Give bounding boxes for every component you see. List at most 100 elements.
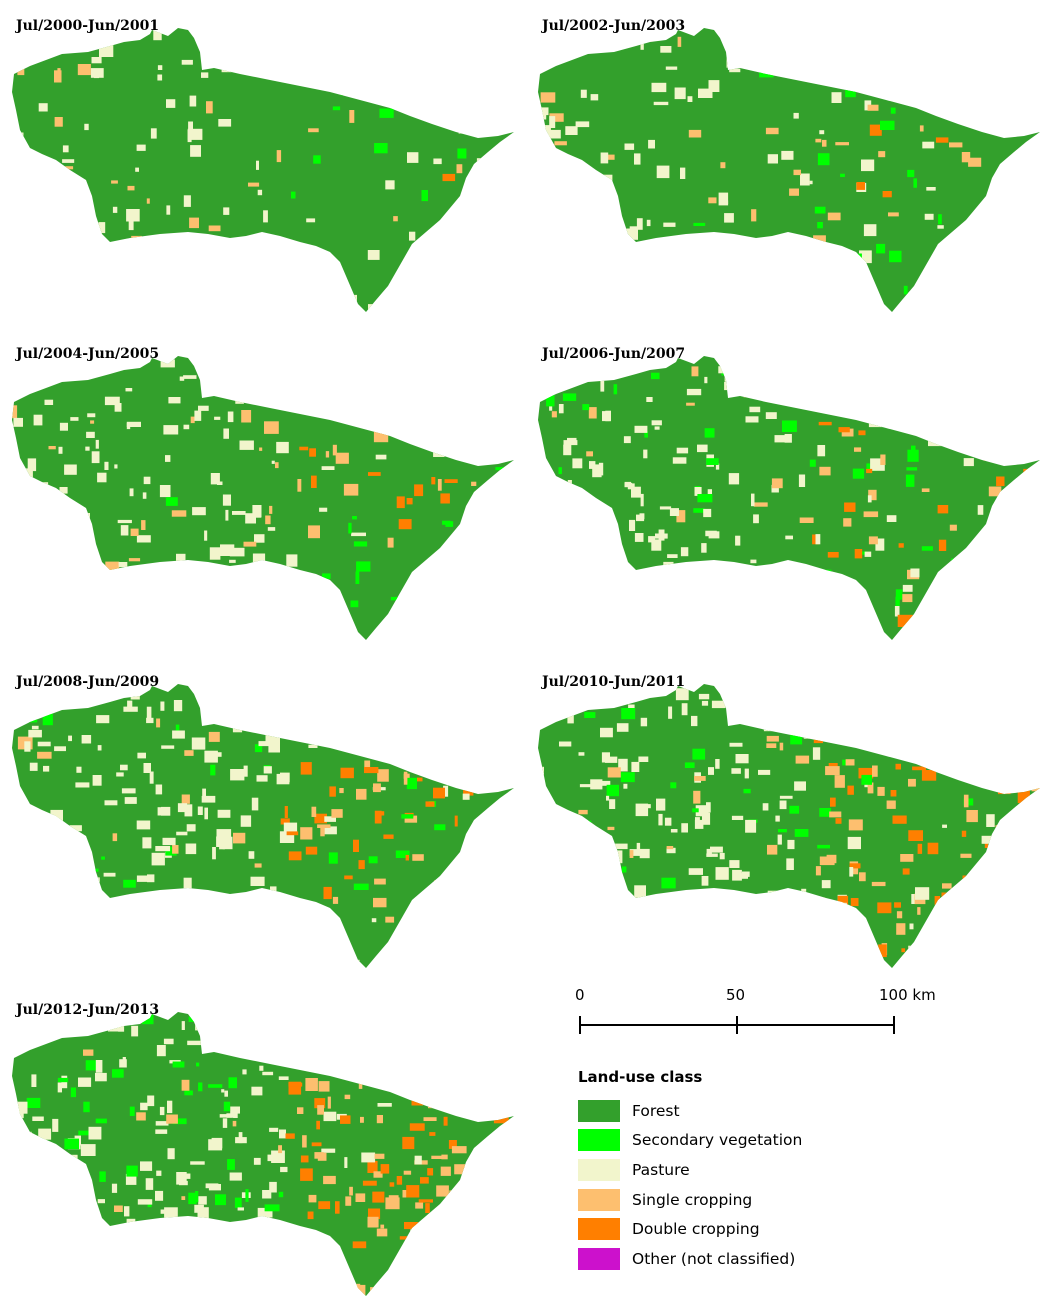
land-patch xyxy=(836,917,851,924)
land-patch xyxy=(88,634,96,639)
land-patch xyxy=(841,903,847,914)
land-patch xyxy=(640,849,650,858)
land-patch xyxy=(638,757,648,763)
land-patch xyxy=(30,763,38,771)
land-patch xyxy=(801,889,806,892)
land-patch xyxy=(204,255,209,266)
land-patch xyxy=(979,884,986,890)
land-patch xyxy=(906,475,915,487)
land-patch xyxy=(729,473,739,484)
land-patch xyxy=(838,896,849,908)
land-patch xyxy=(906,467,917,470)
land-patch xyxy=(407,945,419,951)
land-patch xyxy=(32,1238,46,1241)
land-patch xyxy=(794,113,799,119)
land-patch xyxy=(542,125,551,136)
land-patch xyxy=(810,460,816,467)
land-patch xyxy=(778,942,790,954)
land-patch xyxy=(966,810,978,822)
land-patch xyxy=(387,719,401,722)
land-patch xyxy=(908,779,916,787)
land-patch xyxy=(913,178,917,187)
land-patch xyxy=(775,816,779,822)
land-patch xyxy=(204,586,219,594)
land-patch xyxy=(39,103,48,111)
land-patch xyxy=(372,918,377,922)
land-patch xyxy=(90,420,94,423)
land-patch xyxy=(731,768,741,774)
land-patch xyxy=(163,425,178,434)
land-patch xyxy=(697,494,712,502)
land-patch xyxy=(861,775,872,785)
land-patch xyxy=(105,800,118,805)
land-patch xyxy=(706,802,711,812)
land-patch xyxy=(301,1156,309,1163)
land-patch xyxy=(746,416,759,422)
land-patch xyxy=(92,451,100,463)
land-patch xyxy=(509,530,513,534)
land-patch xyxy=(175,632,179,639)
land-patch xyxy=(1035,779,1046,792)
land-patch xyxy=(784,903,791,908)
land-patch xyxy=(958,558,969,567)
land-patch xyxy=(485,700,493,708)
land-patch xyxy=(959,943,967,946)
land-patch xyxy=(995,279,999,284)
land-patch xyxy=(129,558,140,561)
land-patch xyxy=(692,749,705,760)
land-patch xyxy=(903,585,913,592)
land-patch xyxy=(778,835,782,845)
land-patch xyxy=(635,426,648,433)
land-patch xyxy=(670,782,676,788)
land-patch xyxy=(77,533,89,541)
land-patch xyxy=(669,920,675,925)
land-patch xyxy=(62,159,74,163)
land-patch xyxy=(1010,123,1020,131)
land-patch xyxy=(21,570,34,578)
land-patch xyxy=(105,562,119,573)
land-patch xyxy=(501,1273,516,1279)
land-patch xyxy=(225,510,228,521)
land-patch xyxy=(828,213,841,221)
land-patch xyxy=(296,1235,301,1238)
land-patch xyxy=(204,751,218,763)
land-patch xyxy=(270,941,275,944)
land-patch xyxy=(851,898,859,906)
land-patch xyxy=(982,715,995,725)
land-patch xyxy=(388,416,403,426)
land-patch xyxy=(182,564,190,569)
land-patch xyxy=(378,701,385,710)
land-patch xyxy=(764,903,768,913)
land-patch xyxy=(53,1160,64,1164)
land-patch xyxy=(589,521,601,532)
land-patch xyxy=(960,693,966,700)
land-patch xyxy=(831,266,840,271)
land-patch xyxy=(682,642,693,648)
land-patch xyxy=(892,370,902,380)
land-patch xyxy=(767,845,777,855)
land-patch xyxy=(404,772,408,785)
land-patch xyxy=(491,944,502,952)
land-patch xyxy=(744,270,759,274)
land-patch xyxy=(978,505,984,515)
land-patch xyxy=(76,613,85,618)
land-patch xyxy=(307,719,320,731)
land-patch xyxy=(151,579,155,584)
land-patch xyxy=(208,244,220,252)
land-patch xyxy=(540,152,549,155)
land-patch xyxy=(1031,728,1039,737)
land-patch xyxy=(290,1229,302,1233)
land-patch xyxy=(232,52,247,61)
land-patch xyxy=(64,465,77,475)
land-patch xyxy=(751,209,756,221)
land-patch xyxy=(266,950,273,954)
land-patch xyxy=(285,628,296,640)
land-patch xyxy=(589,918,603,928)
land-patch xyxy=(397,1176,402,1185)
land-patch xyxy=(897,689,912,693)
land-use-map xyxy=(0,984,520,1304)
land-patch xyxy=(1013,185,1018,190)
land-patch xyxy=(14,133,24,140)
land-use-map xyxy=(526,656,1046,976)
land-patch xyxy=(322,573,331,579)
